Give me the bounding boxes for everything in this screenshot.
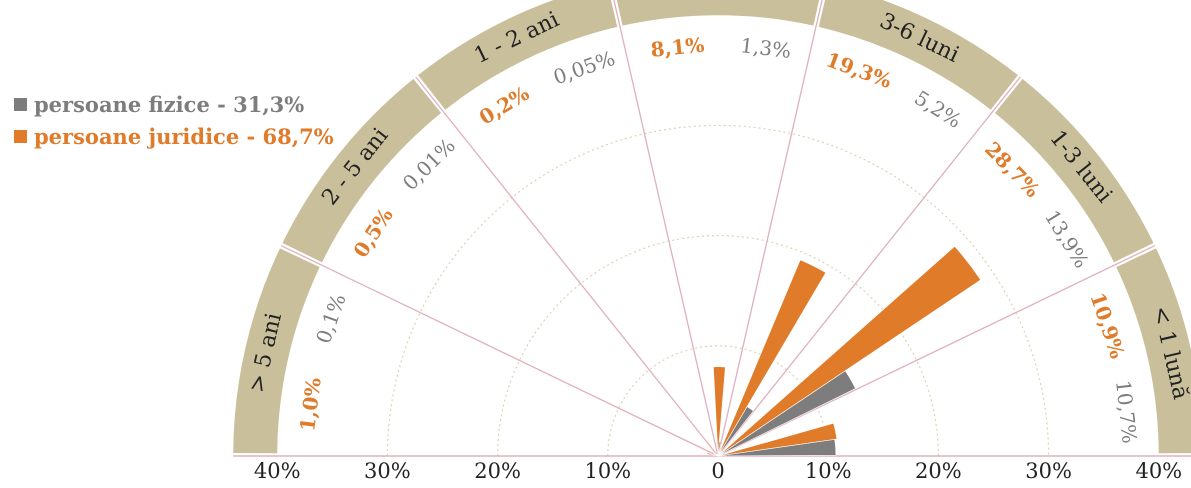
bar-juridice	[717, 259, 827, 457]
band-segment	[1116, 248, 1191, 454]
x-tick-label: 40%	[254, 459, 301, 483]
radial-divider	[717, 0, 823, 457]
band-segment	[418, 0, 618, 110]
x-tick-label: 20%	[474, 459, 521, 483]
band-segment	[616, 0, 820, 26]
x-tick-label: 10%	[805, 459, 852, 483]
radial-divider	[717, 76, 1021, 457]
grid-circle	[386, 124, 1050, 457]
band-segment	[994, 78, 1154, 263]
radial-divider	[280, 245, 719, 457]
value-label-juridice: 10,9%	[1085, 290, 1129, 362]
x-tick-label: 20%	[915, 459, 962, 483]
value-label-fizice: 5,2%	[910, 85, 966, 132]
legend-item-fizice: persoane fizice - 31,3%	[14, 88, 334, 120]
value-label-juridice: 0,5%	[348, 204, 397, 262]
bar-juridice	[717, 422, 838, 457]
value-label-juridice: 19,3%	[823, 47, 895, 93]
legend-item-juridice: persoane juridice - 68,7%	[14, 120, 334, 152]
legend-label-fizice: persoane fizice - 31,3%	[34, 91, 305, 117]
band-segment	[818, 0, 1018, 110]
x-tick-label: 10%	[584, 459, 631, 483]
bar-juridice	[706, 452, 719, 457]
value-label-fizice: 13,9%	[1040, 206, 1094, 273]
bar-juridice	[717, 245, 982, 457]
x-tick-label: 0	[711, 459, 724, 483]
radial-divider	[613, 0, 719, 457]
x-tick-label: 30%	[1025, 459, 1072, 483]
value-label-juridice: 8,1%	[650, 33, 706, 62]
legend-label-juridice: persoane juridice - 68,7%	[34, 123, 334, 149]
x-tick-label: 40%	[1135, 459, 1182, 483]
legend: persoane fizice - 31,3% persoane juridic…	[14, 88, 334, 152]
grid-circle	[497, 235, 939, 457]
band-segment	[233, 248, 320, 454]
radial-divider	[717, 245, 1156, 457]
band-segment	[282, 78, 442, 263]
value-label-fizice: 0,1%	[311, 291, 351, 347]
bar-juridice	[713, 451, 719, 457]
value-label-juridice: 0,2%	[475, 81, 533, 130]
grid-circle	[607, 345, 829, 457]
radial-divider	[415, 76, 719, 457]
legend-swatch-fizice	[14, 97, 27, 111]
value-label-fizice: 10,7%	[1111, 379, 1142, 445]
category-label: 6-12 luni	[669, 0, 768, 5]
value-label-juridice: 1,0%	[295, 376, 326, 432]
legend-swatch-juridice	[14, 129, 27, 143]
x-tick-label: 30%	[364, 459, 411, 483]
value-label-fizice: 0,05%	[550, 46, 618, 89]
value-label-fizice: 1,3%	[739, 33, 792, 63]
bar-juridice	[713, 366, 726, 457]
